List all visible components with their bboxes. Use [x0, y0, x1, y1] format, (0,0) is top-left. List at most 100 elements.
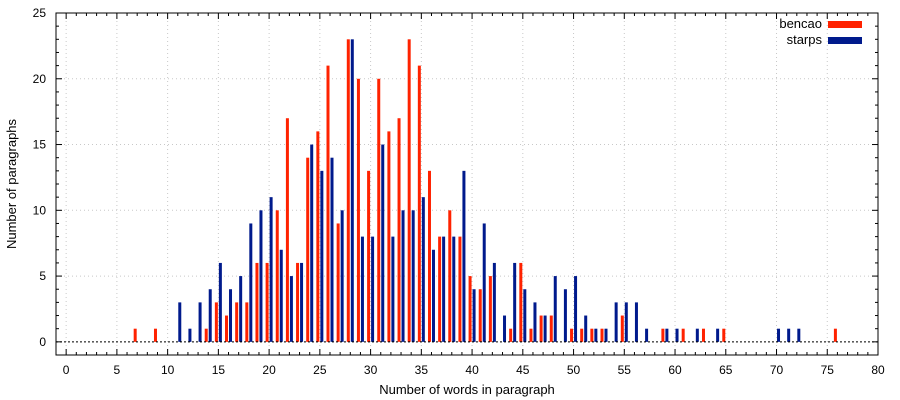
- x-tick-label: 60: [668, 363, 682, 377]
- y-tick-label: 15: [33, 138, 47, 152]
- bar-bencao: [204, 328, 208, 342]
- bar-bencao: [377, 78, 381, 342]
- y-tick-label: 0: [39, 335, 46, 349]
- x-tick-label: 15: [212, 363, 226, 377]
- bar-starps: [665, 328, 669, 342]
- x-tick-label: 65: [719, 363, 733, 377]
- bar-starps: [492, 262, 496, 342]
- bar-bencao: [722, 328, 726, 342]
- bar-bencao: [458, 236, 462, 342]
- bar-starps: [320, 170, 324, 342]
- bar-bencao: [296, 262, 300, 342]
- bar-bencao: [519, 262, 523, 342]
- bar-starps: [198, 302, 202, 342]
- y-axis-title: Number of paragraphs: [4, 118, 19, 249]
- x-tick-label: 30: [364, 363, 378, 377]
- bar-bencao: [661, 328, 665, 342]
- bar-starps: [188, 328, 192, 342]
- bar-bencao: [133, 328, 137, 342]
- bar-starps: [513, 262, 517, 342]
- bar-bencao: [255, 262, 259, 342]
- bar-starps: [310, 144, 314, 342]
- bar-starps: [218, 262, 222, 342]
- bar-bencao: [600, 328, 604, 342]
- bar-bencao: [235, 302, 239, 342]
- bar-starps: [523, 289, 527, 342]
- series-starps: [178, 39, 801, 342]
- x-axis-title: Number of words in paragraph: [379, 382, 555, 397]
- bar-bencao: [316, 131, 320, 342]
- bar-bencao: [225, 315, 229, 342]
- legend-label-starps: starps: [787, 32, 823, 47]
- bar-starps: [431, 249, 435, 342]
- bar-starps: [340, 210, 344, 342]
- bars: [56, 39, 878, 343]
- y-tick-label: 5: [39, 269, 46, 283]
- bar-bencao: [701, 328, 705, 342]
- legend: bencao starps: [779, 16, 862, 47]
- bar-starps: [533, 302, 537, 342]
- bar-bencao: [529, 328, 533, 342]
- bar-starps: [716, 328, 720, 342]
- bar-starps: [584, 315, 588, 342]
- bar-starps: [553, 276, 557, 342]
- bar-starps: [208, 289, 212, 342]
- x-tick-label: 35: [415, 363, 429, 377]
- legend-label-bencao: bencao: [779, 16, 822, 31]
- bar-starps: [330, 157, 334, 342]
- bar-starps: [442, 236, 446, 342]
- bar-bencao: [285, 118, 289, 342]
- bar-starps: [350, 39, 354, 342]
- bar-starps: [614, 302, 618, 342]
- bar-bencao: [448, 210, 452, 342]
- bar-starps: [391, 236, 395, 342]
- bar-starps: [421, 197, 425, 342]
- bar-starps: [777, 328, 781, 342]
- bar-starps: [624, 302, 628, 342]
- x-tick-label: 80: [871, 363, 885, 377]
- bar-bencao: [407, 39, 411, 342]
- bar-starps: [178, 302, 182, 342]
- series-bencao: [133, 39, 837, 342]
- bar-starps: [371, 236, 375, 342]
- bar-bencao: [539, 315, 543, 342]
- legend-swatch-starps: [828, 37, 862, 44]
- bar-starps: [695, 328, 699, 342]
- bar-starps: [797, 328, 801, 342]
- x-tick-label: 45: [516, 363, 530, 377]
- bar-bencao: [356, 78, 360, 342]
- bar-bencao: [620, 315, 624, 342]
- x-tick-label: 70: [770, 363, 784, 377]
- x-tick-label: 40: [465, 363, 479, 377]
- y-tick-label: 20: [33, 72, 47, 86]
- bar-bencao: [346, 39, 350, 342]
- axis-ticks: 0 5 10 15 20 25 30 35 40 45 50 55 60 65 70 75 80 0 5 10 15 20…: [33, 6, 885, 377]
- bar-bencao: [438, 236, 442, 342]
- bar-bencao: [326, 65, 330, 342]
- bar-starps: [604, 328, 608, 342]
- bar-starps: [452, 236, 456, 342]
- bar-starps: [360, 236, 364, 342]
- bar-starps: [239, 276, 243, 342]
- bar-starps: [401, 210, 405, 342]
- x-tick-label: 55: [618, 363, 632, 377]
- bar-starps: [675, 328, 679, 342]
- bar-bencao: [336, 223, 340, 342]
- bar-starps: [300, 262, 304, 342]
- bar-bencao: [488, 276, 492, 342]
- bar-starps: [269, 197, 273, 342]
- bar-bencao: [833, 328, 837, 342]
- bar-starps: [411, 210, 415, 342]
- bar-starps: [472, 289, 476, 342]
- bar-bencao: [427, 170, 431, 342]
- x-tick-label: 75: [821, 363, 835, 377]
- bar-bencao: [509, 328, 513, 342]
- x-tick-label: 5: [114, 363, 121, 377]
- y-tick-label: 10: [33, 203, 47, 217]
- bar-bencao: [245, 302, 249, 342]
- x-tick-label: 20: [262, 363, 276, 377]
- bar-starps: [594, 328, 598, 342]
- bar-bencao: [214, 302, 218, 342]
- x-tick-label: 10: [161, 363, 175, 377]
